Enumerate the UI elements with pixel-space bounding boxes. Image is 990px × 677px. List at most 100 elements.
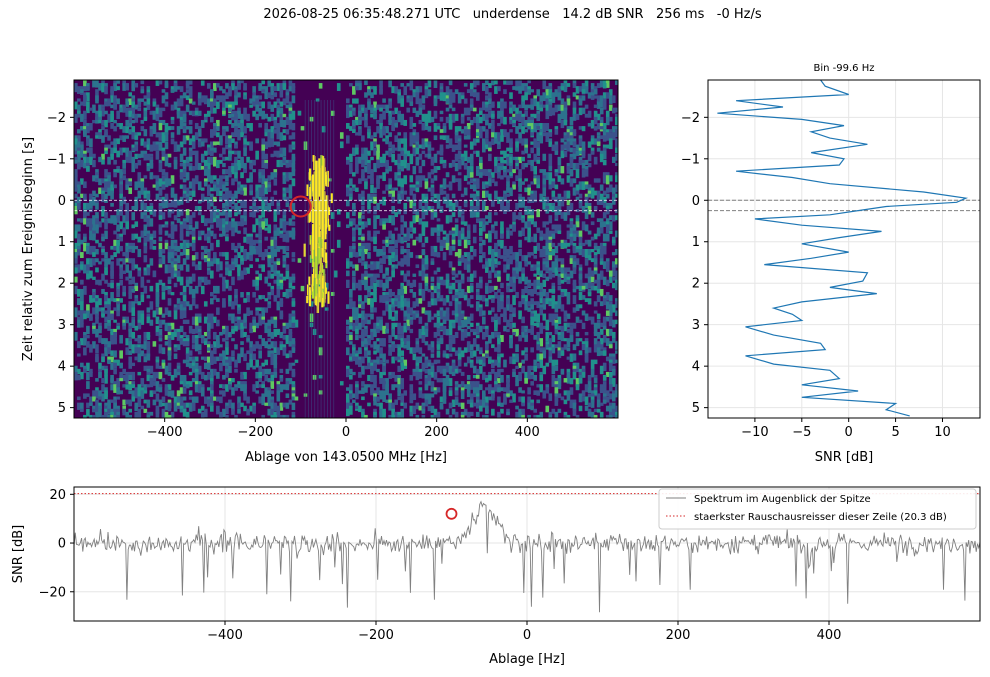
waterfall-noise-cell	[80, 362, 84, 368]
waterfall-noise-cell	[234, 166, 238, 174]
waterfall-noise-cell	[237, 187, 241, 192]
waterfall-noise-cell	[367, 319, 371, 325]
waterfall-noise-cell	[584, 166, 589, 170]
waterfall-noise-cell	[131, 224, 136, 229]
waterfall-noise-cell	[225, 331, 229, 341]
waterfall-noise-cell	[566, 224, 571, 228]
waterfall-noise-cell	[382, 98, 386, 103]
waterfall-noise-cell	[237, 129, 241, 135]
waterfall-noise-cell	[400, 350, 405, 356]
waterfall-noise-cell	[469, 322, 474, 327]
waterfall-noise-cell	[349, 298, 353, 303]
waterfall-noise-cell	[170, 224, 175, 232]
waterfall-noise-cell	[373, 298, 377, 303]
waterfall-noise-cell	[146, 86, 151, 90]
waterfall-noise-cell	[185, 359, 190, 363]
waterfall-noise-cell	[563, 83, 568, 93]
waterfall-noise-cell	[197, 282, 202, 287]
waterfall-noise-cell	[482, 126, 486, 132]
waterfall-noise-cell	[388, 230, 392, 239]
waterfall-noise-cell	[403, 86, 408, 96]
waterfall-noise-cell	[276, 273, 281, 282]
waterfall-noise-cell	[457, 325, 462, 331]
waterfall-noise-cell	[155, 307, 160, 315]
waterfall-noise-cell	[545, 89, 550, 98]
waterfall-noise-cell	[587, 255, 592, 261]
waterfall-noise-cell	[587, 123, 592, 127]
waterfall-noise-cell	[107, 347, 111, 355]
waterfall-noise-cell	[231, 276, 235, 286]
waterfall-noise-cell	[361, 169, 365, 178]
waterfall-noise-cell	[575, 162, 580, 169]
waterfall-noise-cell	[104, 169, 108, 178]
waterfall-noise-cell	[210, 258, 214, 263]
waterfall-noise-cell	[445, 193, 450, 203]
waterfall-noise-cell	[436, 328, 441, 337]
waterfall-noise-cell	[551, 107, 556, 116]
waterfall-noise-cell	[554, 104, 559, 113]
waterfall-noise-cell	[140, 178, 145, 183]
waterfall-noise-cell	[379, 347, 383, 354]
waterfall-noise-cell	[197, 350, 202, 355]
waterfall-noise-cell	[451, 144, 456, 152]
waterfall-noise-cell	[605, 116, 610, 126]
waterfall-noise-cell	[451, 322, 456, 328]
waterfall-noise-cell	[149, 172, 154, 180]
waterfall-noise-cell	[143, 129, 148, 137]
waterfall-noise-cell	[285, 162, 290, 168]
waterfall-noise-cell	[560, 153, 565, 159]
waterfall-noise-cell	[575, 245, 580, 252]
waterfall-noise-cell	[569, 141, 574, 145]
waterfall-noise-cell	[246, 113, 250, 122]
waterfall-noise-cell	[472, 270, 477, 278]
waterfall-noise-cell	[460, 350, 465, 358]
waterfall-noise-cell	[213, 295, 217, 300]
waterfall-noise-cell	[578, 181, 583, 190]
waterfall-noise-cell	[228, 356, 232, 362]
waterfall-noise-cell	[104, 181, 108, 186]
waterfall-noise-cell	[491, 113, 495, 118]
waterfall-noise-cell	[182, 245, 187, 256]
waterfall-noise-cell	[430, 196, 435, 202]
waterfall-noise-cell	[167, 245, 172, 255]
waterfall-noise-cell	[608, 104, 613, 111]
waterfall-noise-cell	[80, 218, 84, 223]
waterfall-noise-cell	[213, 107, 217, 114]
waterfall-noise-cell	[143, 356, 148, 363]
waterfall-noise-cell	[101, 205, 105, 212]
waterfall-noise-cell	[89, 138, 93, 148]
waterfall-noise-cell	[409, 138, 414, 147]
waterfall-noise-cell	[485, 80, 489, 85]
waterfall-noise-cell	[388, 141, 392, 148]
waterfall-noise-cell	[491, 132, 495, 138]
waterfall-noise-cell	[210, 344, 214, 349]
waterfall-noise-cell	[179, 301, 184, 307]
waterfall-noise-cell	[249, 353, 253, 362]
waterfall-noise-cell	[497, 331, 501, 336]
waterfall-noise-cell	[213, 215, 217, 220]
waterfall-noise-cell	[442, 178, 447, 185]
waterfall-noise-cell	[451, 162, 456, 167]
waterfall-noise-cell	[593, 325, 598, 334]
waterfall-noise-cell	[258, 264, 262, 269]
waterfall-noise-cell	[358, 245, 362, 251]
waterfall-noise-cell	[161, 95, 166, 104]
waterfall-noise-cell	[273, 239, 278, 249]
waterfall-noise-cell	[170, 104, 175, 111]
waterfall-noise-cell	[352, 313, 356, 321]
waterfall-noise-cell	[557, 267, 562, 273]
waterfall-noise-cell	[575, 150, 580, 156]
waterfall-noise-cell	[173, 224, 178, 232]
waterfall-noise-cell	[403, 147, 408, 156]
waterfall-noise-cell	[104, 119, 108, 124]
waterfall-noise-cell	[406, 298, 411, 304]
waterfall-noise-cell	[524, 301, 528, 311]
waterfall-noise-cell	[358, 322, 362, 330]
waterfall-noise-cell	[213, 83, 217, 92]
waterfall-noise-cell	[563, 107, 568, 115]
waterfall-noise-cell	[439, 156, 444, 162]
waterfall-noise-cell	[77, 224, 81, 232]
waterfall-noise-cell	[361, 116, 365, 121]
waterfall-noise-cell	[400, 224, 405, 231]
waterfall-noise-cell	[219, 175, 223, 183]
